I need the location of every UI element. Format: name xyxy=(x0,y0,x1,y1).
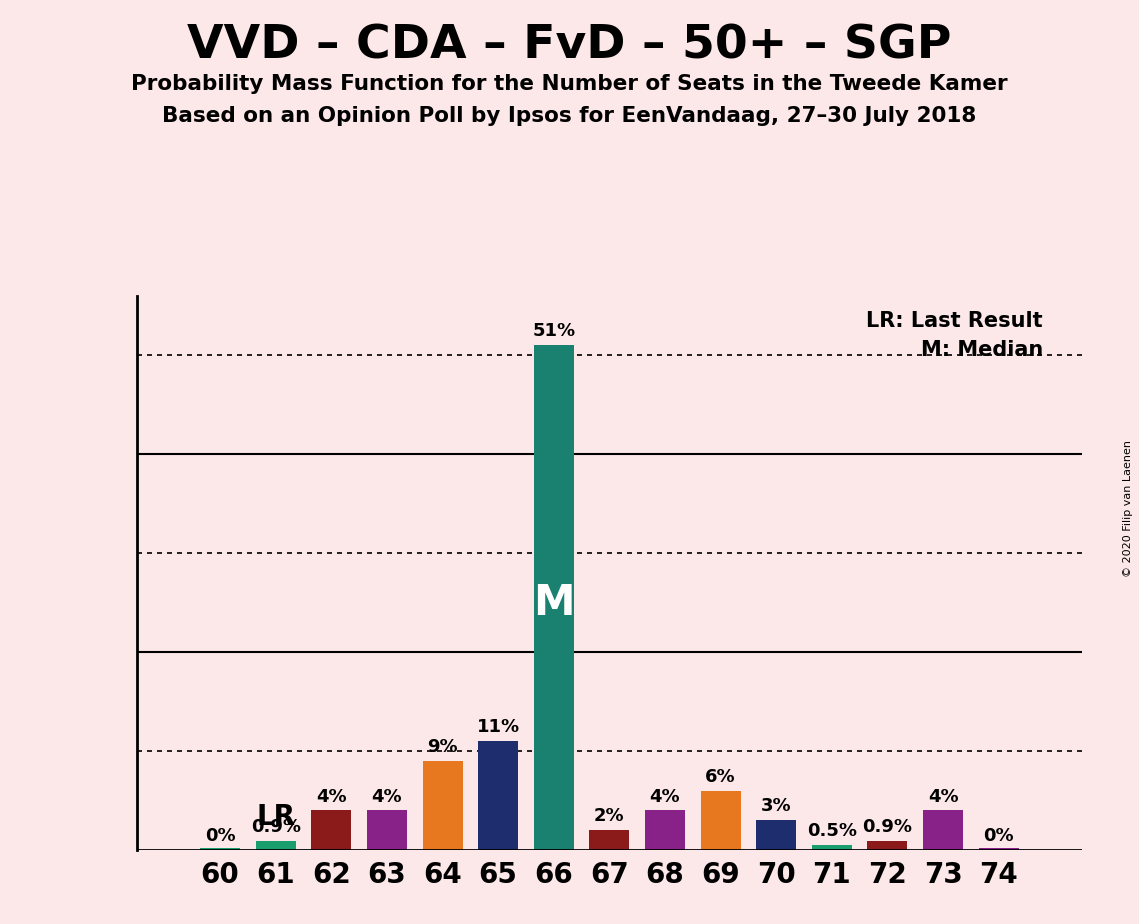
Bar xyxy=(868,841,908,850)
Bar xyxy=(423,761,462,850)
Bar xyxy=(978,847,1018,850)
Text: M: Median: M: Median xyxy=(920,340,1043,360)
Text: 0.9%: 0.9% xyxy=(862,819,912,836)
Bar xyxy=(923,810,964,850)
Bar xyxy=(311,810,351,850)
Text: 51%: 51% xyxy=(532,322,575,340)
Bar xyxy=(700,791,740,850)
Bar xyxy=(812,845,852,850)
Text: 0%: 0% xyxy=(983,827,1014,845)
Text: 0.5%: 0.5% xyxy=(806,822,857,840)
Bar xyxy=(367,810,407,850)
Bar xyxy=(756,821,796,850)
Bar xyxy=(255,841,296,850)
Text: 2%: 2% xyxy=(595,808,624,825)
Text: 4%: 4% xyxy=(927,787,958,806)
Text: LR: Last Result: LR: Last Result xyxy=(867,310,1043,331)
Text: 0.9%: 0.9% xyxy=(251,819,301,836)
Text: 9%: 9% xyxy=(427,738,458,756)
Text: 11%: 11% xyxy=(476,718,519,736)
Text: 6%: 6% xyxy=(705,768,736,785)
Text: 3%: 3% xyxy=(761,797,792,816)
Text: M: M xyxy=(533,581,574,624)
Bar xyxy=(645,810,685,850)
Text: LR: LR xyxy=(256,803,295,832)
Text: © 2020 Filip van Laenen: © 2020 Filip van Laenen xyxy=(1123,440,1133,577)
Text: Probability Mass Function for the Number of Seats in the Tweede Kamer: Probability Mass Function for the Number… xyxy=(131,74,1008,94)
Text: Based on an Opinion Poll by Ipsos for EenVandaag, 27–30 July 2018: Based on an Opinion Poll by Ipsos for Ee… xyxy=(163,106,976,127)
Text: 4%: 4% xyxy=(649,787,680,806)
Text: 4%: 4% xyxy=(316,787,346,806)
Bar xyxy=(589,831,630,850)
Text: 4%: 4% xyxy=(371,787,402,806)
Text: 0%: 0% xyxy=(205,827,236,845)
Bar xyxy=(478,741,518,850)
Bar xyxy=(200,847,240,850)
Bar xyxy=(534,346,574,850)
Text: VVD – CDA – FvD – 50+ – SGP: VVD – CDA – FvD – 50+ – SGP xyxy=(187,23,952,68)
